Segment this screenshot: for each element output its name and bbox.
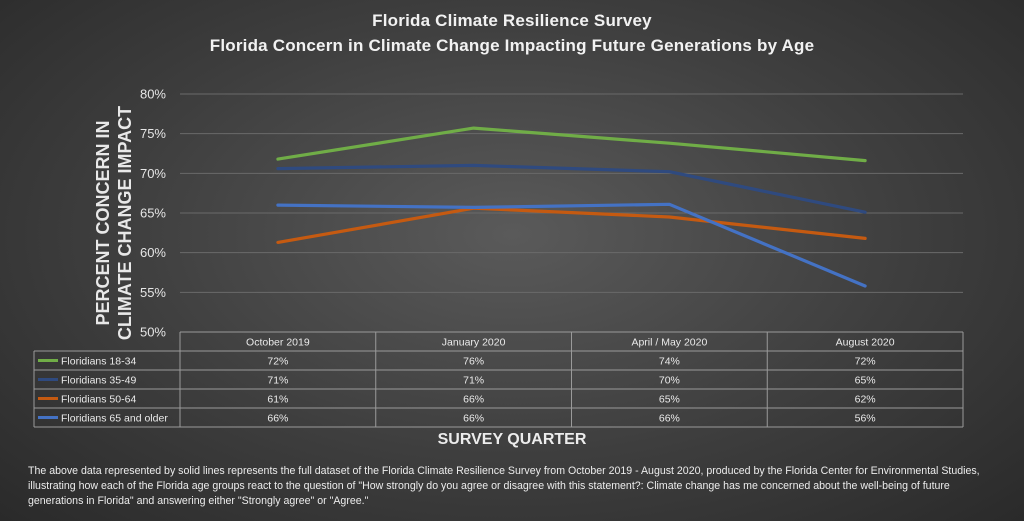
series-line	[276, 126, 867, 163]
series-line	[276, 202, 867, 288]
y-tick-label: 50%	[140, 325, 166, 340]
data-label: 66%	[267, 412, 288, 424]
y-tick-label: 80%	[140, 87, 166, 102]
data-label: 71%	[267, 374, 288, 386]
data-label: 72%	[855, 355, 876, 367]
legend-label: Floridians 35-49	[61, 374, 136, 386]
series-line	[276, 206, 867, 244]
chart-subtitle: Florida Concern in Climate Change Impact…	[209, 36, 815, 55]
x-axis-label: SURVEY QUARTER	[437, 431, 587, 448]
data-label: 74%	[659, 355, 680, 367]
chart-title: Florida Climate Resilience Survey	[372, 11, 652, 30]
footnote: The above data represented by solid line…	[28, 465, 980, 507]
x-tick-label: January 2020	[442, 337, 506, 349]
data-label: 66%	[463, 393, 484, 405]
data-label: 62%	[855, 393, 876, 405]
data-label: 72%	[267, 355, 288, 367]
y-tick-label: 70%	[140, 166, 166, 181]
data-label: 56%	[855, 412, 876, 424]
y-tick-label: 60%	[140, 245, 166, 260]
data-label: 65%	[659, 393, 680, 405]
legend-label: Floridians 50-64	[61, 393, 136, 405]
x-tick-label: August 2020	[836, 337, 895, 349]
y-tick-label: 55%	[140, 285, 166, 300]
data-label: 71%	[463, 374, 484, 386]
data-label: 66%	[659, 412, 680, 424]
data-label: 61%	[267, 393, 288, 405]
legend-label: Floridians 18-34	[61, 355, 136, 367]
series-line	[276, 163, 867, 214]
legend-label: Floridians 65 and older	[61, 412, 168, 424]
data-label: 66%	[463, 412, 484, 424]
data-label: 70%	[659, 374, 680, 386]
y-tick-label: 65%	[140, 206, 166, 221]
x-tick-label: October 2019	[246, 337, 310, 349]
data-label: 76%	[463, 355, 484, 367]
data-label: 65%	[855, 374, 876, 386]
y-tick-label: 75%	[140, 126, 166, 141]
x-tick-label: April / May 2020	[631, 337, 707, 349]
